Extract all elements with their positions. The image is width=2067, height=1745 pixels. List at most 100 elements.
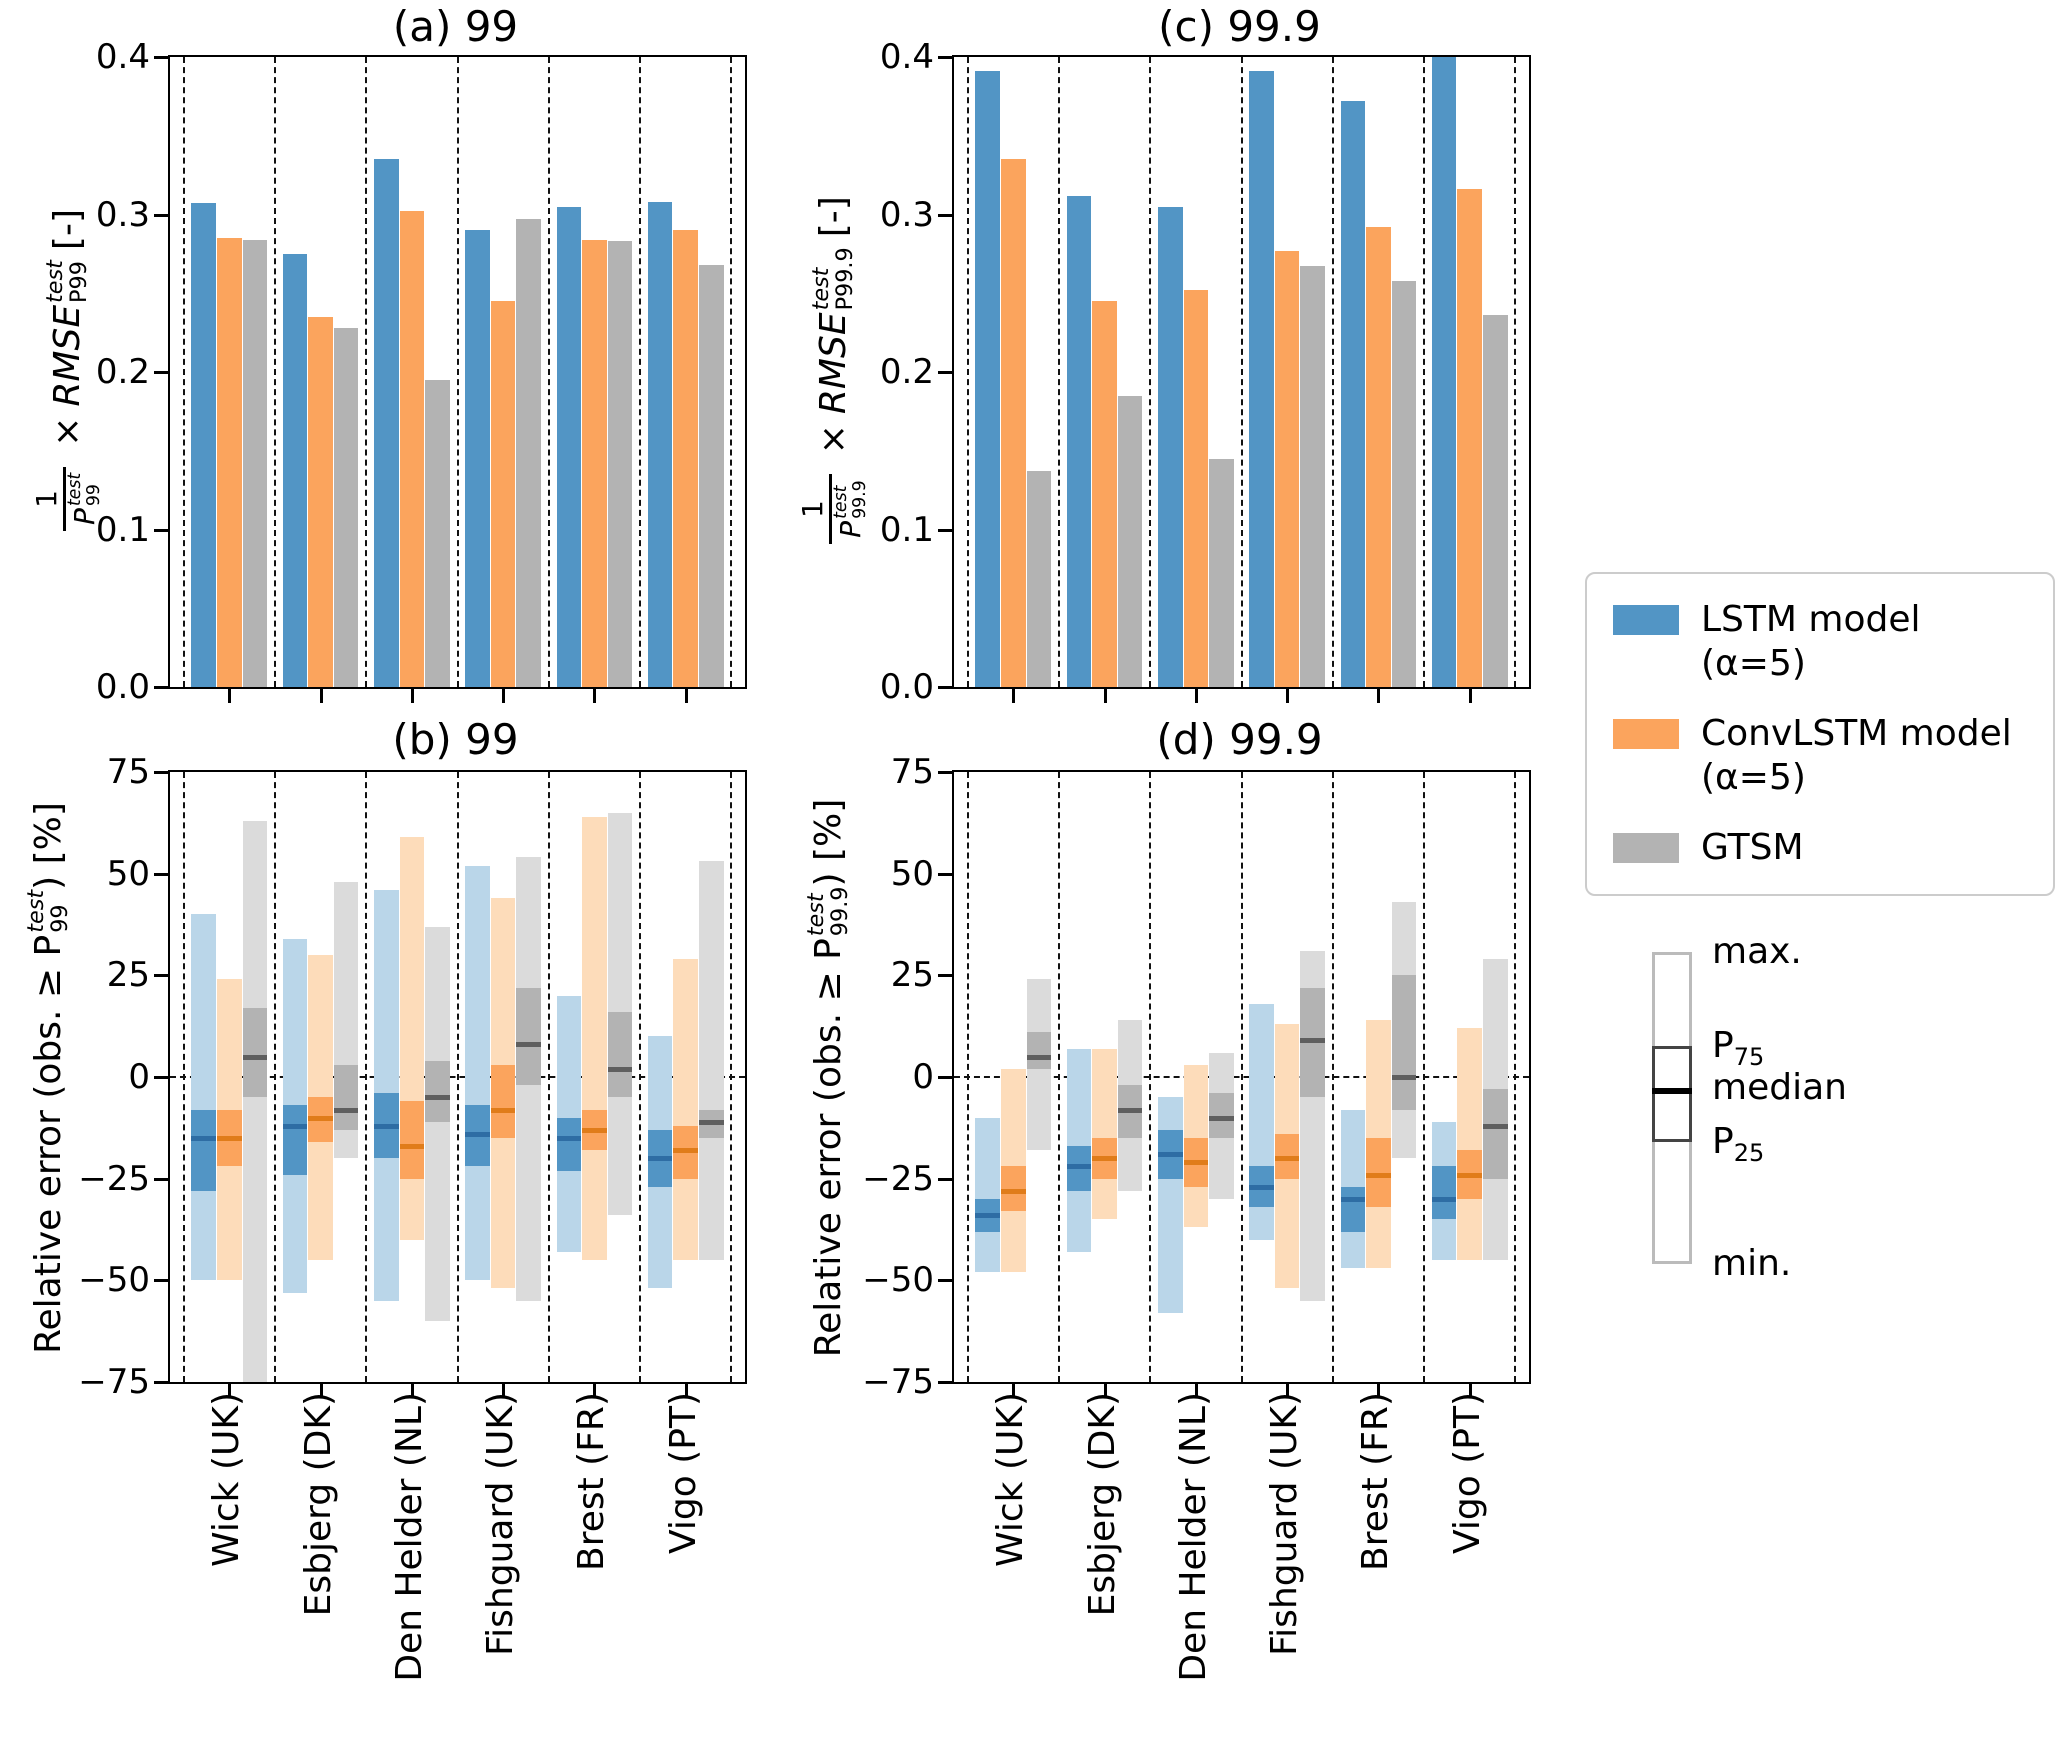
box-iqr-lstm-1 — [282, 1105, 308, 1175]
y-tick-mark — [154, 213, 168, 217]
box-range-convlstm-2 — [399, 837, 425, 1240]
panel-b-clip — [170, 772, 745, 1382]
box-range-lstm-3 — [465, 865, 490, 1281]
y-tick-label: 0.1 — [879, 509, 934, 550]
y-tick-label: 0.3 — [879, 194, 934, 235]
x-tick-label-d-5: Vigo (PT) — [1446, 1392, 1488, 1554]
box-range-convlstm-5 — [1457, 1028, 1482, 1260]
bar-gtsm-3 — [516, 219, 541, 687]
bar-convlstm-5 — [1457, 189, 1482, 687]
panel-a-title: (a) 99 — [392, 2, 519, 51]
box-median-lstm-3 — [465, 1131, 490, 1137]
x-tick-mark — [228, 1384, 232, 1398]
box-median-lstm-5 — [647, 1156, 673, 1162]
x-tick-mark — [684, 689, 688, 703]
legend-label-line: (α=5) — [1701, 757, 1806, 798]
den-sub: 99 — [83, 484, 104, 507]
group-separator — [1057, 57, 1060, 687]
group-separator — [730, 57, 733, 687]
bar-gtsm-1 — [1117, 395, 1143, 687]
bar-gtsm-5 — [698, 264, 724, 687]
box-iqr-gtsm-4 — [607, 1011, 633, 1098]
box-median-convlstm-4 — [582, 1127, 607, 1133]
x-tick-label-b-0: Wick (UK) — [206, 1392, 248, 1567]
y-tick-label: −50 — [862, 1260, 934, 1301]
box-iqr-convlstm-4 — [1366, 1138, 1391, 1208]
p25-base: P — [1712, 1121, 1734, 1162]
group-separator — [365, 57, 368, 687]
bar-lstm-1 — [1066, 195, 1092, 687]
y-tick-mark — [154, 1076, 168, 1079]
bar-lstm-5 — [1431, 57, 1457, 687]
box-iqr-lstm-4 — [1340, 1186, 1366, 1232]
y-tick-label: −75 — [862, 1362, 934, 1402]
box-median-gtsm-3 — [516, 1042, 541, 1048]
rmse-sub: P99 — [66, 261, 92, 303]
ylabel-prefix: Relative error (obs. ≥ — [807, 959, 849, 1358]
bar-convlstm-1 — [308, 316, 333, 687]
x-tick-mark — [1012, 1384, 1016, 1398]
group-separator — [182, 57, 185, 687]
fraction-numerator: 1 — [29, 489, 63, 508]
y-tick-label: 0.1 — [95, 509, 150, 550]
bar-lstm-3 — [465, 230, 490, 687]
legend-label-line: (α=5) — [1701, 643, 1806, 684]
x-tick-mark — [502, 1384, 506, 1398]
x-tick-label-b-2: Den Helder (NL) — [388, 1392, 430, 1682]
group-separator — [1331, 57, 1334, 687]
bar-gtsm-0 — [1026, 471, 1052, 687]
x-tick-label-b-5: Vigo (PT) — [662, 1392, 704, 1554]
y-tick-mark — [938, 1279, 952, 1283]
y-tick-mark — [154, 528, 168, 532]
x-tick-mark — [1194, 689, 1198, 703]
panel-a-clip — [170, 57, 745, 687]
box-median-gtsm-0 — [1026, 1054, 1052, 1060]
box-median-lstm-5 — [1431, 1197, 1457, 1202]
bar-lstm-4 — [1340, 101, 1366, 687]
box-median-convlstm-0 — [217, 1136, 242, 1141]
box-median-convlstm-3 — [1274, 1156, 1300, 1162]
times-sign: × — [812, 424, 854, 455]
x-tick-mark — [593, 689, 597, 703]
y-tick-label: −25 — [862, 1158, 934, 1199]
box-range-convlstm-4 — [582, 816, 607, 1260]
box-median-lstm-1 — [282, 1123, 308, 1129]
legend-item-0: LSTM model (α=5) — [1613, 598, 2027, 686]
panel-d-plot: −75 −50 −25 0 25 50 75 — [862, 752, 1531, 1402]
y-tick-mark — [938, 56, 952, 59]
y-tick-label: −75 — [78, 1362, 150, 1402]
x-tick-mark — [1286, 1384, 1290, 1398]
box-iqr-gtsm-0 — [1026, 1032, 1052, 1069]
y-tick-label: 0.2 — [879, 352, 934, 392]
rmse-sub: P99.9 — [832, 247, 858, 311]
panel-a-plot: 0.0 0.1 0.2 0.3 0.4 — [96, 37, 747, 707]
bar-lstm-2 — [1157, 206, 1183, 687]
y-tick-label: 50 — [106, 853, 150, 894]
x-tick-mark — [319, 689, 323, 703]
box-range-gtsm-2 — [425, 926, 450, 1321]
y-tick-label: 75 — [106, 752, 150, 792]
panel-c-title: (c) 99.9 — [1158, 2, 1321, 51]
y-tick-mark — [154, 872, 168, 876]
bar-gtsm-0 — [242, 239, 268, 687]
panel-c-clip — [954, 57, 1529, 687]
x-tick-mark — [1194, 1384, 1198, 1398]
x-tick-label-b-1: Esbjerg (DK) — [297, 1392, 339, 1617]
boxlegend-min-label: min. — [1712, 1243, 1792, 1284]
box-median-convlstm-4 — [1366, 1172, 1391, 1178]
bar-convlstm-2 — [399, 211, 425, 687]
y-tick-label: 50 — [890, 853, 934, 894]
p-base: P — [27, 934, 69, 957]
p75-base: P — [1712, 1025, 1734, 1066]
x-tick-mark — [1286, 689, 1290, 703]
group-separator — [456, 57, 459, 687]
group-separator — [1149, 57, 1152, 687]
y-tick-mark — [938, 872, 952, 876]
bar-convlstm-1 — [1092, 301, 1117, 687]
y-tick-mark — [154, 1381, 168, 1384]
box-iqr-gtsm-0 — [242, 1007, 268, 1098]
boxlegend-p25-label: P25 — [1712, 1120, 1764, 1175]
box-median-lstm-0 — [191, 1136, 217, 1141]
x-tick-label-d-3: Fishguard (UK) — [1264, 1392, 1306, 1656]
p-sup: test — [802, 893, 829, 937]
